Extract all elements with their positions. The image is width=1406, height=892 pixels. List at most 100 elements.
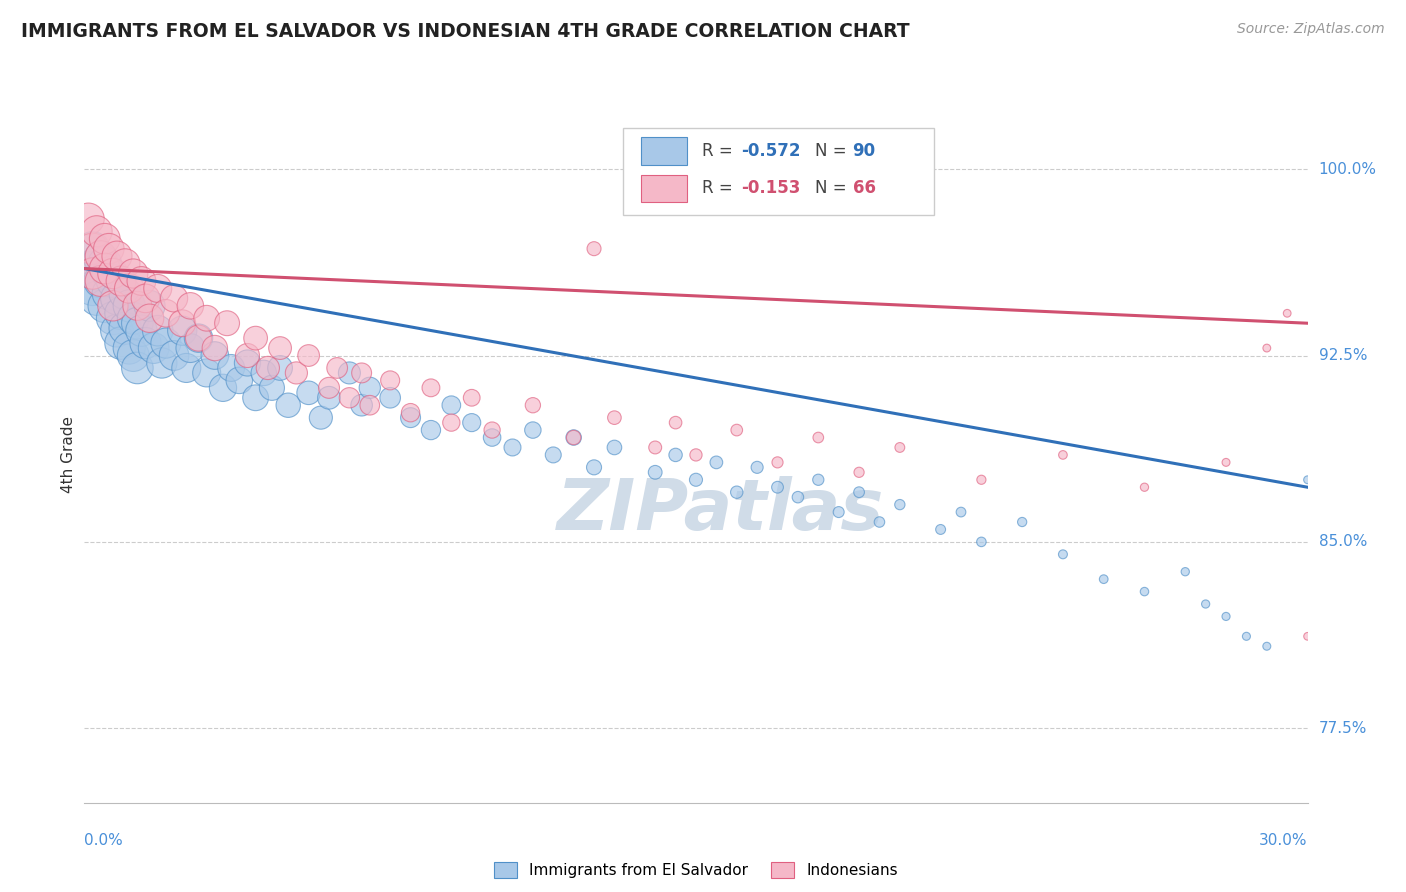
Point [869, 515, 891, 529]
Point [704, 455, 728, 469]
Point [685, 448, 707, 462]
FancyBboxPatch shape [623, 128, 935, 215]
Point [131, 324, 153, 338]
Point [127, 360, 149, 375]
Point [970, 535, 993, 549]
Point [420, 381, 443, 395]
Text: 30.0%: 30.0% [1260, 832, 1308, 847]
Point [747, 460, 769, 475]
Point [195, 366, 218, 380]
Point [236, 356, 259, 370]
Text: -0.153: -0.153 [741, 179, 800, 197]
Point [269, 360, 291, 375]
Point [1275, 306, 1298, 320]
Point [664, 448, 686, 462]
Point [380, 391, 402, 405]
Y-axis label: 4th Grade: 4th Grade [60, 417, 76, 493]
Point [187, 331, 209, 345]
Point [848, 466, 870, 480]
Point [359, 398, 381, 412]
Point [603, 410, 626, 425]
Point [82, 267, 104, 281]
Point [1133, 584, 1156, 599]
Point [350, 398, 373, 412]
Point [138, 311, 160, 326]
Point [1296, 473, 1319, 487]
Point [725, 485, 748, 500]
Point [807, 430, 830, 444]
Point [339, 391, 360, 405]
Point [93, 299, 115, 313]
Text: R =: R = [702, 142, 738, 160]
Point [101, 299, 124, 313]
Legend: Immigrants from El Salvador, Indonesians: Immigrants from El Salvador, Indonesians [486, 855, 905, 886]
Point [440, 398, 463, 412]
Text: ZIPatlas: ZIPatlas [557, 476, 884, 545]
Point [150, 356, 173, 370]
Point [127, 299, 149, 313]
Point [82, 281, 104, 295]
Point [110, 306, 132, 320]
Point [90, 274, 112, 288]
Text: 0.0%: 0.0% [84, 832, 124, 847]
Point [1133, 480, 1156, 494]
Point [93, 257, 115, 271]
Point [127, 316, 149, 330]
Point [970, 473, 993, 487]
Point [163, 291, 186, 305]
Point [122, 267, 145, 281]
Text: 77.5%: 77.5% [1319, 721, 1367, 736]
Point [101, 267, 124, 281]
Point [318, 391, 340, 405]
Point [82, 242, 104, 256]
Point [298, 349, 321, 363]
Point [163, 349, 186, 363]
Point [380, 373, 402, 387]
Point [77, 211, 100, 226]
Point [269, 341, 291, 355]
Point [260, 381, 283, 395]
Point [135, 291, 157, 305]
Point [644, 441, 666, 455]
Point [950, 505, 973, 519]
Point [179, 341, 201, 355]
Point [155, 336, 177, 351]
Point [318, 381, 340, 395]
Point [1256, 341, 1278, 355]
Text: -0.572: -0.572 [741, 142, 801, 160]
Point [1195, 597, 1218, 611]
Point [889, 498, 911, 512]
Point [827, 505, 849, 519]
Point [217, 316, 239, 330]
Point [359, 381, 381, 395]
Point [114, 286, 136, 301]
Point [339, 366, 360, 380]
Point [481, 430, 503, 444]
Point [929, 523, 952, 537]
Point [399, 406, 422, 420]
Point [93, 261, 115, 276]
Point [204, 349, 226, 363]
Text: N =: N = [814, 179, 852, 197]
Point [118, 341, 141, 355]
Point [90, 252, 112, 266]
Point [257, 360, 280, 375]
Point [86, 267, 108, 281]
Point [285, 366, 308, 380]
Point [582, 460, 605, 475]
Point [277, 398, 299, 412]
Text: 90: 90 [852, 142, 876, 160]
Text: 92.5%: 92.5% [1319, 348, 1367, 363]
Point [245, 391, 267, 405]
Point [461, 391, 484, 405]
Point [77, 261, 100, 276]
Point [399, 410, 422, 425]
Text: 66: 66 [852, 179, 876, 197]
Point [848, 485, 870, 500]
Point [118, 281, 141, 295]
Point [481, 423, 503, 437]
Point [195, 311, 218, 326]
Point [97, 242, 120, 256]
Text: IMMIGRANTS FROM EL SALVADOR VS INDONESIAN 4TH GRADE CORRELATION CHART: IMMIGRANTS FROM EL SALVADOR VS INDONESIA… [21, 22, 910, 41]
Point [228, 373, 250, 387]
